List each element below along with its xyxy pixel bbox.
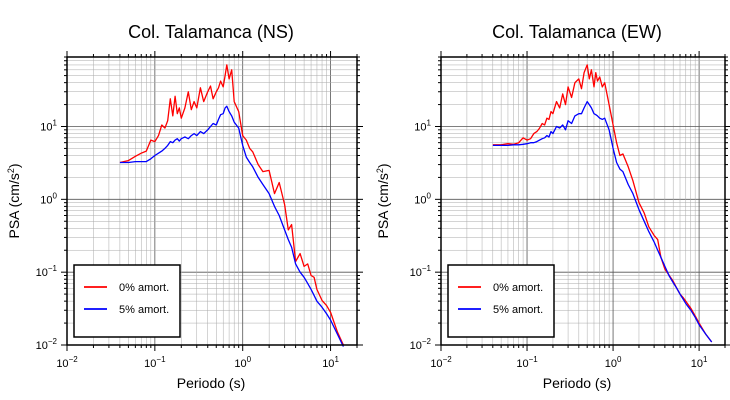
y-tick-label: 10−1 bbox=[36, 264, 58, 279]
series-group bbox=[492, 64, 713, 343]
chart-panel-ns: Col. Talamanca (NS) Periodo (s) PSA (cm/… bbox=[6, 22, 363, 391]
legend-box bbox=[447, 264, 555, 338]
x-tick-label: 10−2 bbox=[430, 355, 452, 370]
y-tick-label: 101 bbox=[414, 119, 431, 134]
tick-labels: 10−2 10−1 100 101 10−2 10−1 100 101 bbox=[410, 119, 708, 370]
tick-labels: 10−2 10−1 100 101 10−2 10−1 100 101 bbox=[36, 119, 340, 370]
legend: 0% amort. 5% amort. bbox=[73, 264, 181, 338]
series-line-amort-5 bbox=[492, 100, 713, 343]
chart-title: Col. Talamanca (EW) bbox=[492, 22, 662, 42]
plot-frame bbox=[66, 56, 358, 346]
x-tick-label: 100 bbox=[234, 355, 251, 370]
legend-label: 5% amort. bbox=[119, 304, 169, 316]
axis-ticks bbox=[61, 51, 363, 351]
x-axis-label: Periodo (s) bbox=[177, 375, 245, 391]
x-tick-label: 10−1 bbox=[516, 355, 538, 370]
legend: 0% amort. 5% amort. bbox=[447, 264, 555, 338]
x-axis-label: Periodo (s) bbox=[543, 375, 611, 391]
y-tick-label: 100 bbox=[40, 191, 57, 206]
x-tick-label: 101 bbox=[691, 355, 708, 370]
axis-ticks bbox=[435, 51, 730, 351]
legend-label: 0% amort. bbox=[119, 282, 169, 294]
legend-box bbox=[73, 264, 181, 338]
y-tick-label: 100 bbox=[414, 191, 431, 206]
series-group bbox=[119, 64, 344, 347]
y-tick-label: 10−2 bbox=[36, 337, 58, 352]
series-line-amort-5 bbox=[119, 105, 344, 347]
y-tick-label: 10−2 bbox=[410, 337, 432, 352]
y-tick-label: 10−1 bbox=[410, 264, 432, 279]
x-tick-label: 10−1 bbox=[144, 355, 166, 370]
series-line-amort-0 bbox=[119, 64, 344, 346]
legend-label: 0% amort. bbox=[493, 282, 543, 294]
x-tick-label: 100 bbox=[605, 355, 622, 370]
legend-label: 5% amort. bbox=[493, 304, 543, 316]
y-axis-label: PSA (cm/s2) bbox=[375, 163, 391, 238]
chart-title: Col. Talamanca (NS) bbox=[128, 22, 294, 42]
x-tick-label: 10−2 bbox=[56, 355, 78, 370]
grid-lines bbox=[440, 56, 726, 346]
y-tick-label: 101 bbox=[40, 119, 57, 134]
x-tick-label: 101 bbox=[322, 355, 339, 370]
chart-panel-ew: Col. Talamanca (EW) Periodo (s) PSA (cm/… bbox=[375, 22, 730, 391]
y-axis-label: PSA (cm/s2) bbox=[6, 163, 22, 238]
plot-frame bbox=[440, 56, 726, 346]
